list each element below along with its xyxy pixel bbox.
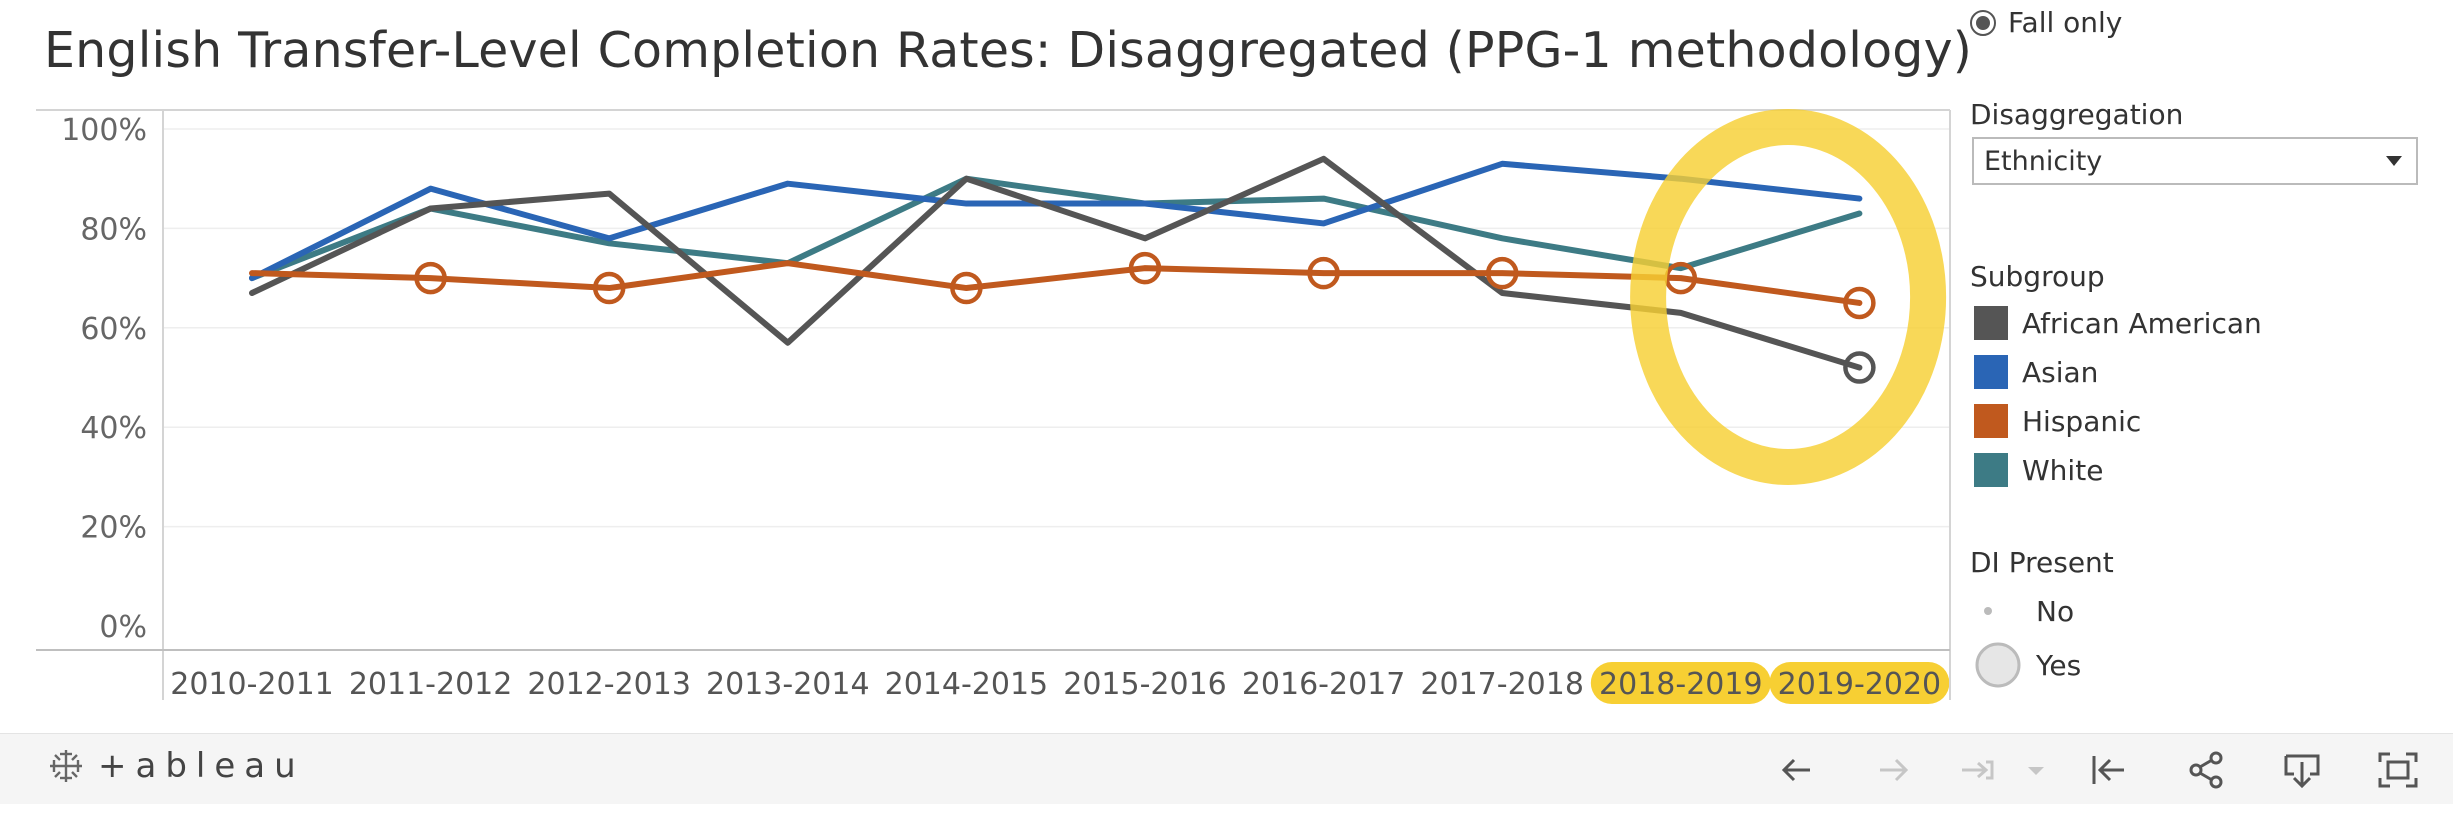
di-legend-yes[interactable]: Yes bbox=[1974, 638, 2081, 692]
annotation-circle bbox=[1630, 109, 1947, 485]
tableau-toolbar: +ableau bbox=[0, 733, 2453, 804]
disaggregation-heading: Disaggregation bbox=[1970, 98, 2184, 131]
x-tick-label: 2019-2020 bbox=[1778, 667, 1942, 702]
di-marker bbox=[414, 261, 447, 295]
di-marker bbox=[592, 271, 626, 305]
x-tick-label: 2012-2013 bbox=[527, 667, 691, 702]
tableau-wordmark: +ableau bbox=[98, 746, 305, 786]
di-no-label: No bbox=[2036, 594, 2075, 628]
axes bbox=[36, 109, 1951, 700]
x-tick-label: 2016-2017 bbox=[1242, 667, 1406, 702]
legend-label: African American bbox=[2022, 306, 2262, 340]
x-tick-highlight bbox=[1590, 662, 1771, 704]
disaggregation-dropdown[interactable]: Ethnicity bbox=[1972, 137, 2418, 185]
legend-swatch bbox=[1974, 404, 2008, 438]
radio-selected-icon[interactable] bbox=[1970, 9, 1996, 36]
redo-icon[interactable] bbox=[1872, 748, 1916, 792]
series-line bbox=[249, 260, 1863, 306]
y-tick-label: 80% bbox=[80, 212, 147, 247]
legend-item[interactable]: White bbox=[1974, 453, 2103, 487]
annotation-layer bbox=[1590, 662, 1950, 704]
fullscreen-icon[interactable] bbox=[2376, 748, 2420, 792]
legend-label: White bbox=[2022, 453, 2104, 487]
legend-label: Hispanic bbox=[2022, 404, 2142, 438]
series-line bbox=[249, 175, 1863, 282]
x-tick-label: 2015-2016 bbox=[1063, 667, 1227, 702]
tableau-logo-icon bbox=[50, 750, 82, 782]
x-tick-label: 2011-2012 bbox=[349, 667, 513, 702]
chevron-down-icon[interactable] bbox=[2386, 156, 2402, 166]
undo-icon[interactable] bbox=[1774, 748, 1818, 792]
legend-swatch bbox=[1974, 355, 2008, 389]
legend-swatch bbox=[1974, 453, 2008, 487]
revert-icon[interactable] bbox=[1956, 748, 2000, 792]
small-dot-icon bbox=[1984, 607, 1992, 615]
x-tick-highlight bbox=[1769, 662, 1950, 704]
y-tick-label: 0% bbox=[99, 610, 147, 645]
legend-item[interactable]: African American bbox=[1974, 306, 2262, 340]
legend-item[interactable]: Asian bbox=[1974, 355, 2098, 389]
series-line bbox=[249, 160, 1863, 282]
di-marker bbox=[1843, 286, 1876, 320]
chart-title: English Transfer-Level Completion Rates:… bbox=[44, 22, 1973, 79]
series-line bbox=[249, 155, 1863, 371]
di-marker bbox=[950, 271, 983, 305]
di-marker bbox=[1307, 256, 1340, 290]
di-present-heading: DI Present bbox=[1970, 546, 2114, 579]
legend-swatch bbox=[1974, 306, 2008, 340]
x-tick-label: 2010-2011 bbox=[170, 667, 334, 702]
y-tick-labels: 0% 20% 40% 60% 80% 100% bbox=[61, 113, 147, 645]
y-tick-label: 40% bbox=[80, 411, 147, 446]
y-tick-label: 60% bbox=[80, 312, 147, 347]
download-icon[interactable] bbox=[2280, 748, 2324, 792]
di-marker bbox=[1843, 351, 1876, 384]
x-tick-label: 2014-2015 bbox=[885, 667, 1049, 702]
series-lines bbox=[249, 155, 1876, 384]
tableau-logo[interactable]: +ableau bbox=[46, 746, 305, 786]
revert-dropdown-icon[interactable] bbox=[2024, 748, 2048, 792]
reset-icon[interactable] bbox=[2086, 748, 2130, 792]
di-marker bbox=[1128, 251, 1162, 285]
share-icon[interactable] bbox=[2184, 748, 2228, 792]
dropdown-value: Ethnicity bbox=[1984, 145, 2103, 177]
term-option-label: Fall only bbox=[2008, 6, 2123, 39]
x-tick-label: 2017-2018 bbox=[1420, 667, 1584, 702]
large-circle-icon bbox=[1975, 642, 2021, 688]
y-tick-label: 100% bbox=[61, 113, 147, 148]
legend-label: Asian bbox=[2022, 355, 2099, 389]
subgroup-heading: Subgroup bbox=[1970, 260, 2105, 293]
legend-item[interactable]: Hispanic bbox=[1974, 404, 2141, 438]
di-legend-no[interactable]: No bbox=[1974, 594, 2074, 628]
term-radio-option[interactable]: Fall only bbox=[1970, 6, 2122, 39]
x-tick-labels: 2010-2011 2011-2012 2012-2013 2013-2014 2014… bbox=[170, 667, 1941, 702]
x-tick-label: 2013-2014 bbox=[706, 667, 870, 702]
y-tick-label: 20% bbox=[80, 511, 147, 546]
annotation-circle bbox=[1630, 109, 1947, 485]
x-tick-label: 2018-2019 bbox=[1599, 667, 1763, 702]
di-yes-label: Yes bbox=[2036, 648, 2082, 682]
di-marker bbox=[1485, 256, 1519, 290]
line-chart: 0%20%40%60%80%100% 2010-2011 2011-2012 201… bbox=[36, 109, 1951, 704]
